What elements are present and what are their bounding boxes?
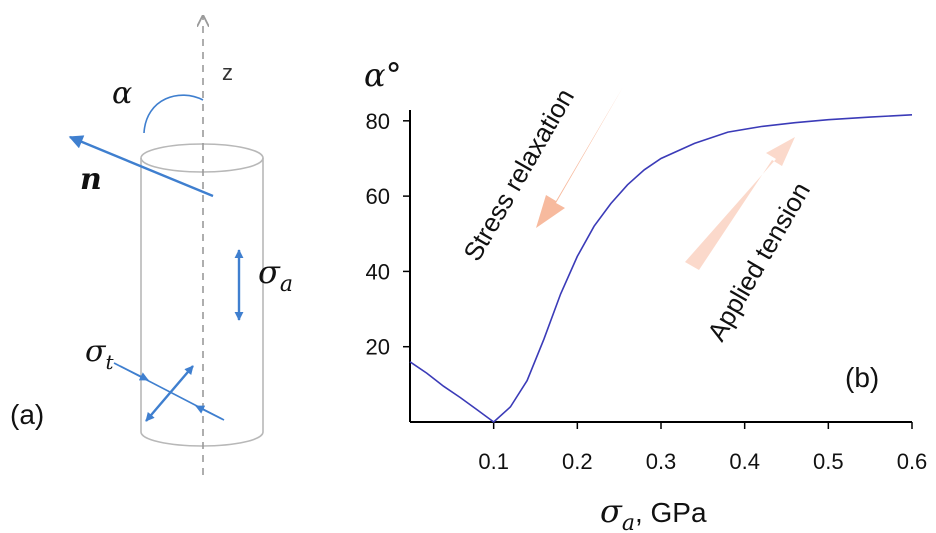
cylinder bbox=[140, 143, 264, 447]
y-tick-label: 80 bbox=[366, 109, 390, 134]
panel-a: z α n σa σt (a) bbox=[10, 16, 293, 475]
panel-b-label: (b) bbox=[845, 362, 879, 393]
chart: 0.1 0.2 0.3 0.4 0.5 0.6 20 40 60 80 α° σa, GPa bbox=[364, 56, 927, 533]
panel-a-label: (a) bbox=[10, 399, 44, 430]
y-axis-label: α° bbox=[364, 56, 402, 94]
x-tick-label: 0.6 bbox=[897, 449, 928, 474]
shear-direction-arrow bbox=[145, 365, 194, 422]
y-tick-label: 40 bbox=[366, 259, 390, 284]
angle-label: α bbox=[112, 76, 132, 111]
applied-tension-label: Applied tension bbox=[701, 177, 816, 346]
x-axis-label: σa, GPa bbox=[600, 492, 707, 533]
applied-tension-arrow bbox=[685, 137, 795, 270]
normal-vector-label: n bbox=[80, 162, 102, 197]
normal-vector bbox=[68, 135, 214, 198]
transverse-stress-label: σt bbox=[85, 334, 114, 374]
x-tick-label: 0.5 bbox=[813, 449, 844, 474]
x-tick-label: 0.4 bbox=[729, 449, 760, 474]
stress-relaxation-label: Stress relaxation bbox=[457, 83, 580, 266]
cylinder-bottom bbox=[140, 431, 264, 447]
transverse-stress-arrow-right bbox=[195, 405, 223, 420]
y-tick-label: 20 bbox=[366, 335, 390, 360]
y-tick-label: 60 bbox=[366, 184, 390, 209]
angle-arc bbox=[143, 94, 204, 134]
axial-stress-label: σa bbox=[258, 253, 293, 297]
x-tick-label: 0.1 bbox=[478, 449, 509, 474]
panel-b: 0.1 0.2 0.3 0.4 0.5 0.6 20 40 60 80 α° σa, GPa Stre… bbox=[364, 56, 927, 533]
z-axis-label: z bbox=[222, 60, 233, 85]
x-tick-label: 0.3 bbox=[646, 449, 677, 474]
x-tick-label: 0.2 bbox=[562, 449, 593, 474]
stress-relaxation-arrow bbox=[536, 87, 637, 228]
transverse-stress-arrow-left bbox=[119, 365, 149, 381]
cylinder-top bbox=[140, 143, 264, 173]
series-line bbox=[409, 114, 913, 424]
